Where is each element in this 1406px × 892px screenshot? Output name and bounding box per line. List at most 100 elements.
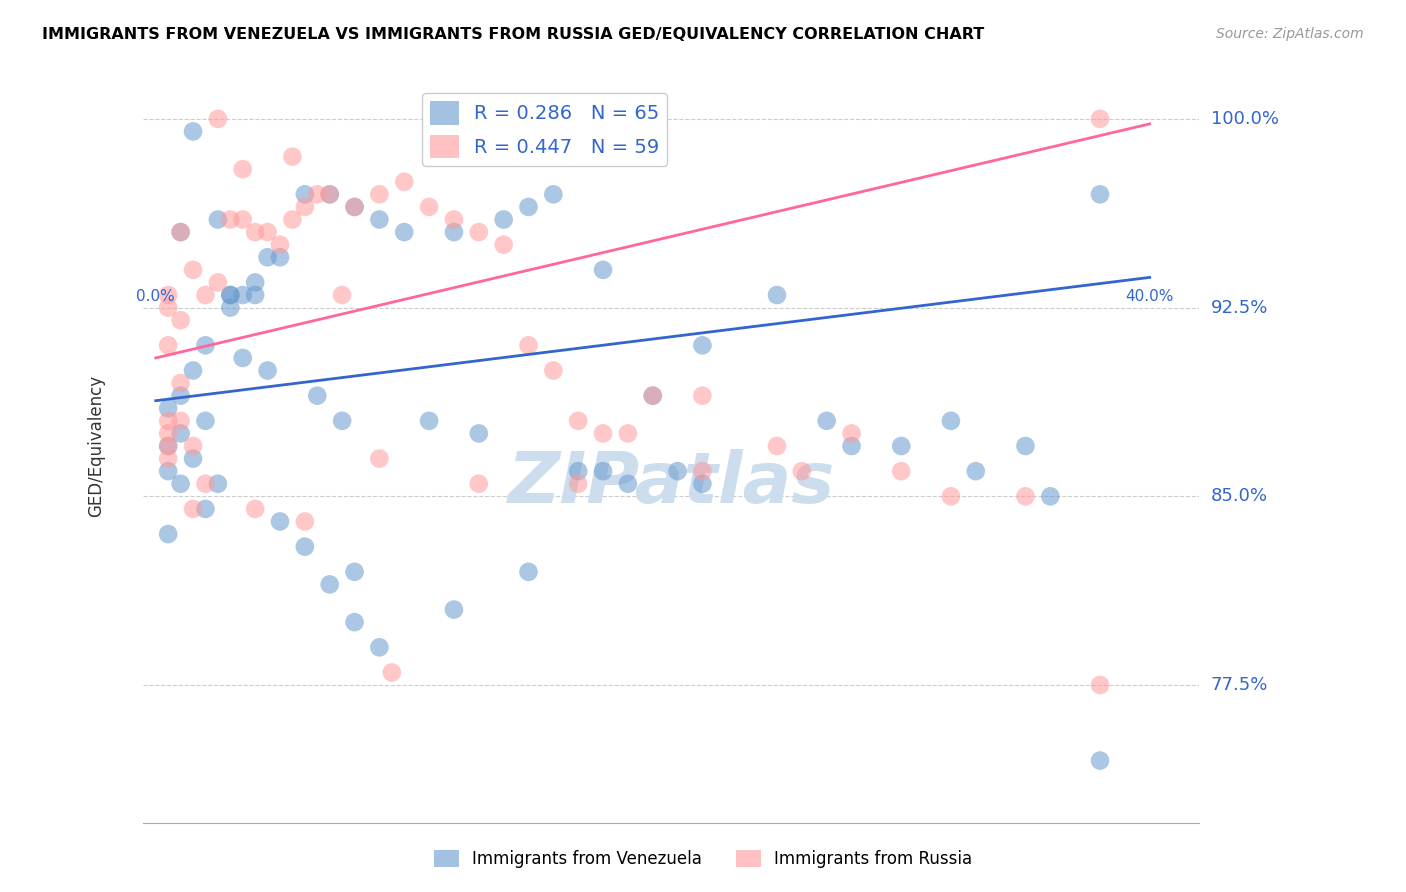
- Point: [343, 200, 366, 214]
- Point: [207, 276, 229, 290]
- Point: [641, 389, 664, 403]
- Point: [243, 288, 266, 302]
- Point: [157, 451, 180, 466]
- Point: [381, 665, 404, 680]
- Point: [169, 225, 191, 239]
- Point: [243, 225, 266, 239]
- Point: [157, 439, 180, 453]
- Point: [666, 464, 689, 478]
- Point: [157, 338, 180, 352]
- Point: [394, 175, 416, 189]
- Point: [443, 225, 465, 239]
- Point: [157, 301, 180, 315]
- Text: Source: ZipAtlas.com: Source: ZipAtlas.com: [1216, 27, 1364, 41]
- Point: [243, 276, 266, 290]
- Point: [815, 414, 838, 428]
- Point: [294, 515, 316, 529]
- Text: IMMIGRANTS FROM VENEZUELA VS IMMIGRANTS FROM RUSSIA GED/EQUIVALENCY CORRELATION : IMMIGRANTS FROM VENEZUELA VS IMMIGRANTS …: [42, 27, 984, 42]
- Legend: R = 0.286   N = 65, R = 0.447   N = 59: R = 0.286 N = 65, R = 0.447 N = 59: [422, 94, 668, 166]
- Text: 100.0%: 100.0%: [1211, 110, 1278, 128]
- Point: [157, 527, 180, 541]
- Point: [567, 414, 589, 428]
- Point: [169, 476, 191, 491]
- Point: [418, 414, 440, 428]
- Point: [418, 200, 440, 214]
- Point: [169, 376, 191, 390]
- Point: [766, 288, 789, 302]
- Text: 85.0%: 85.0%: [1211, 487, 1268, 506]
- Point: [368, 187, 391, 202]
- Point: [330, 414, 353, 428]
- Point: [617, 476, 640, 491]
- Point: [281, 150, 304, 164]
- Point: [1014, 439, 1036, 453]
- Point: [181, 263, 204, 277]
- Point: [692, 389, 714, 403]
- Point: [194, 288, 217, 302]
- Point: [543, 187, 565, 202]
- Text: 0.0%: 0.0%: [136, 289, 176, 304]
- Point: [567, 464, 589, 478]
- Point: [343, 565, 366, 579]
- Point: [492, 237, 515, 252]
- Point: [1014, 489, 1036, 503]
- Point: [256, 363, 278, 377]
- Point: [307, 389, 329, 403]
- Point: [394, 225, 416, 239]
- Point: [232, 351, 254, 365]
- Point: [1039, 489, 1062, 503]
- Text: 92.5%: 92.5%: [1211, 299, 1268, 317]
- Point: [890, 464, 912, 478]
- Point: [207, 112, 229, 126]
- Point: [181, 439, 204, 453]
- Point: [318, 187, 340, 202]
- Point: [592, 464, 614, 478]
- Point: [157, 439, 180, 453]
- Legend: Immigrants from Venezuela, Immigrants from Russia: Immigrants from Venezuela, Immigrants fr…: [427, 843, 979, 875]
- Point: [219, 288, 242, 302]
- Point: [157, 464, 180, 478]
- Point: [617, 426, 640, 441]
- Text: GED/Equivalency: GED/Equivalency: [87, 375, 105, 517]
- Text: 77.5%: 77.5%: [1211, 676, 1268, 694]
- Point: [368, 212, 391, 227]
- Point: [318, 577, 340, 591]
- Point: [269, 250, 291, 264]
- Point: [343, 615, 366, 629]
- Point: [157, 401, 180, 416]
- Point: [207, 212, 229, 227]
- Point: [567, 476, 589, 491]
- Point: [207, 476, 229, 491]
- Point: [592, 426, 614, 441]
- Point: [1088, 112, 1111, 126]
- Point: [766, 439, 789, 453]
- Point: [269, 237, 291, 252]
- Point: [181, 363, 204, 377]
- Point: [692, 464, 714, 478]
- Point: [269, 515, 291, 529]
- Point: [343, 200, 366, 214]
- Point: [939, 414, 962, 428]
- Point: [368, 451, 391, 466]
- Point: [841, 426, 863, 441]
- Point: [181, 451, 204, 466]
- Point: [219, 212, 242, 227]
- Point: [641, 389, 664, 403]
- Point: [232, 288, 254, 302]
- Point: [181, 502, 204, 516]
- Point: [468, 426, 491, 441]
- Point: [318, 187, 340, 202]
- Point: [157, 414, 180, 428]
- Point: [169, 225, 191, 239]
- Point: [517, 338, 540, 352]
- Point: [219, 288, 242, 302]
- Point: [169, 426, 191, 441]
- Point: [790, 464, 813, 478]
- Point: [294, 200, 316, 214]
- Point: [169, 389, 191, 403]
- Point: [169, 414, 191, 428]
- Point: [194, 502, 217, 516]
- Point: [330, 288, 353, 302]
- Text: 40.0%: 40.0%: [1126, 289, 1174, 304]
- Point: [939, 489, 962, 503]
